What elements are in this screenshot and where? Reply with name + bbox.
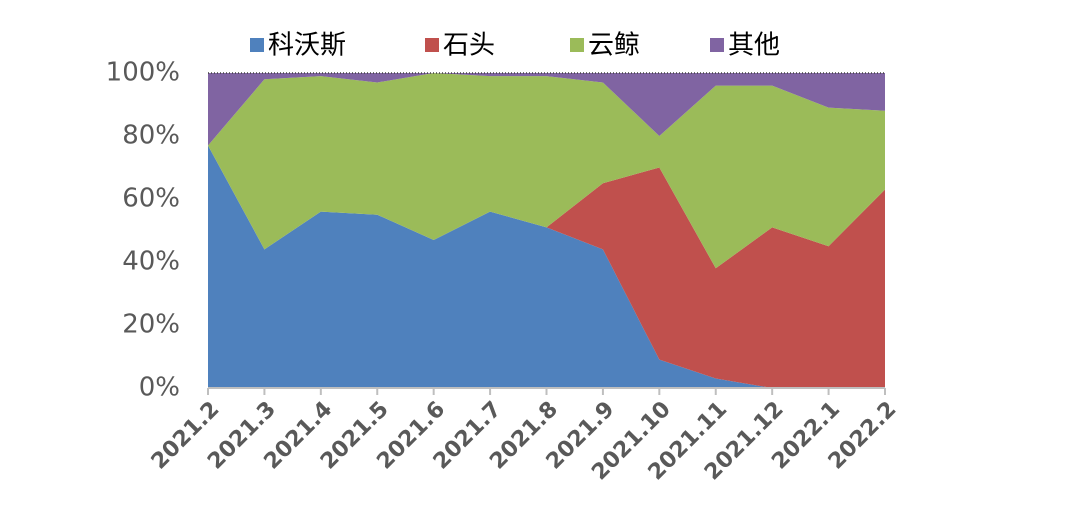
legend-label: 其他 [728,31,780,61]
legend-swatch [250,38,264,52]
area [208,73,885,146]
area [208,73,885,269]
y-tick-label: 60% [122,184,180,214]
y-tick-label: 0% [139,373,180,403]
legend-swatch [710,38,724,52]
legend-label: 石头 [443,31,495,61]
legend-label: 科沃斯 [268,31,346,61]
area [208,145,885,388]
y-tick-label: 100% [106,58,180,88]
y-tick-label: 40% [122,247,180,277]
legend-label: 云鲸 [588,31,640,61]
legend-swatch [425,38,439,52]
y-tick-label: 20% [122,310,180,340]
legend-swatch [570,38,584,52]
area [208,145,885,388]
y-tick-label: 80% [122,121,180,151]
